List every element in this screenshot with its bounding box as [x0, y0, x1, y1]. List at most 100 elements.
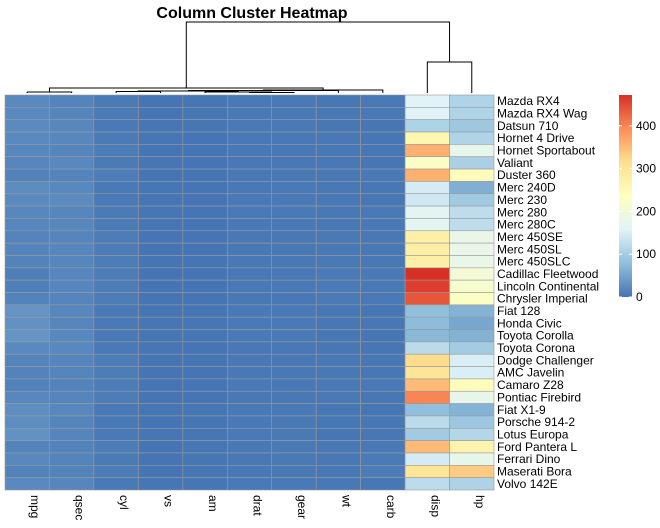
heatmap-cell: [404, 230, 450, 244]
legend-color-bar: [619, 95, 632, 297]
heatmap-cell: [315, 119, 361, 133]
heatmap-cell: [138, 193, 184, 207]
heatmap-cell: [182, 316, 228, 330]
heatmap-cell: [4, 292, 50, 306]
heatmap-cell: [182, 267, 228, 281]
heatmap-cell: [93, 415, 139, 429]
heatmap-cell: [226, 230, 273, 244]
row-label: Lincoln Continental: [497, 279, 599, 293]
heatmap-cell: [271, 119, 317, 133]
heatmap-cell: [226, 242, 273, 256]
heatmap-cell: [182, 403, 228, 417]
heatmap-cell: [315, 168, 361, 182]
heatmap-cell: [404, 316, 450, 330]
heatmap-cell: [138, 168, 184, 182]
heatmap-cell: [360, 181, 406, 195]
heatmap-cell: [49, 341, 95, 355]
heatmap-cell: [404, 292, 450, 306]
heatmap-cell: [271, 205, 317, 219]
column-label: wt: [339, 494, 353, 508]
heatmap-cell: [49, 218, 95, 232]
heatmap-cell: [138, 427, 184, 441]
heatmap-cell: [404, 168, 450, 182]
legend-tick-label: 0: [636, 290, 643, 304]
heatmap-cell: [404, 119, 450, 133]
column-label: cyl: [117, 495, 131, 510]
heatmap-cell: [226, 168, 273, 182]
heatmap-cell: [271, 477, 317, 491]
heatmap-cell: [315, 390, 361, 404]
heatmap-cell: [226, 353, 273, 367]
heatmap-cell: [404, 193, 450, 207]
heatmap-cell: [49, 279, 95, 293]
heatmap-cell: [138, 218, 184, 232]
legend-tick-label: 400: [636, 119, 656, 133]
heatmap-cell: [138, 205, 184, 219]
heatmap-cell: [49, 144, 95, 158]
heatmap-cell: [271, 230, 317, 244]
heatmap-cell: [93, 440, 139, 454]
heatmap-cell: [226, 181, 273, 195]
heatmap-cell: [49, 452, 95, 466]
heatmap-cell: [404, 452, 450, 466]
heatmap-cell: [138, 107, 184, 120]
heatmap-cell: [182, 255, 228, 269]
heatmap-cell: [182, 144, 228, 158]
heatmap-cell: [138, 465, 184, 478]
heatmap-cell: [449, 94, 495, 108]
heatmap-cell: [4, 341, 50, 355]
heatmap-cell: [360, 242, 406, 256]
row-label: Datsun 710: [497, 119, 559, 133]
heatmap-cell: [182, 415, 228, 429]
heatmap-cell: [404, 329, 450, 343]
heatmap-cell: [315, 205, 361, 219]
row-label: Merc 450SLC: [497, 255, 571, 269]
heatmap-cell: [226, 94, 273, 108]
heatmap-cell: [449, 144, 495, 158]
heatmap-cell: [4, 193, 50, 207]
heatmap-cell: [449, 329, 495, 343]
heatmap-cell: [4, 156, 50, 170]
heatmap-cell: [93, 304, 139, 318]
heatmap-cell: [360, 353, 406, 367]
heatmap-cell: [449, 415, 495, 429]
heatmap-cell: [4, 119, 50, 133]
heatmap-cell: [4, 477, 50, 491]
color-legend: 0 100 200 300 400: [619, 95, 656, 304]
heatmap-cell: [226, 378, 273, 392]
column-label: disp: [428, 495, 442, 517]
column-label: gear: [295, 495, 309, 519]
heatmap-cell: [271, 403, 317, 417]
heatmap-cell: [226, 390, 273, 404]
heatmap-cell: [226, 144, 273, 158]
heatmap-cell: [226, 131, 273, 145]
heatmap-cell: [404, 255, 450, 269]
heatmap-cell: [315, 230, 361, 244]
column-label: carb: [384, 495, 398, 519]
row-label: Chrysler Imperial: [497, 292, 588, 306]
heatmap-cell: [271, 107, 317, 120]
heatmap-cell: [449, 427, 495, 441]
heatmap-cell: [182, 427, 228, 441]
heatmap-cell: [4, 230, 50, 244]
row-label: Cadillac Fleetwood: [497, 267, 598, 281]
heatmap-cell: [93, 131, 139, 145]
heatmap-cell: [226, 304, 273, 318]
heatmap-cell: [226, 477, 273, 491]
heatmap-cell: [226, 267, 273, 281]
heatmap-cell: [360, 341, 406, 355]
heatmap-cell: [4, 181, 50, 195]
heatmap-cell: [4, 353, 50, 367]
row-label: Merc 280C: [497, 218, 556, 232]
heatmap-cell: [93, 107, 139, 120]
heatmap-cell: [138, 242, 184, 256]
heatmap-cell: [138, 366, 184, 380]
heatmap-cell: [315, 316, 361, 330]
heatmap-cell: [271, 267, 317, 281]
heatmap-cell: [4, 107, 50, 120]
heatmap-cell: [360, 255, 406, 269]
heatmap-cell: [449, 452, 495, 466]
heatmap-cell: [404, 107, 450, 120]
heatmap-cell: [226, 279, 273, 293]
heatmap-cell: [449, 230, 495, 244]
